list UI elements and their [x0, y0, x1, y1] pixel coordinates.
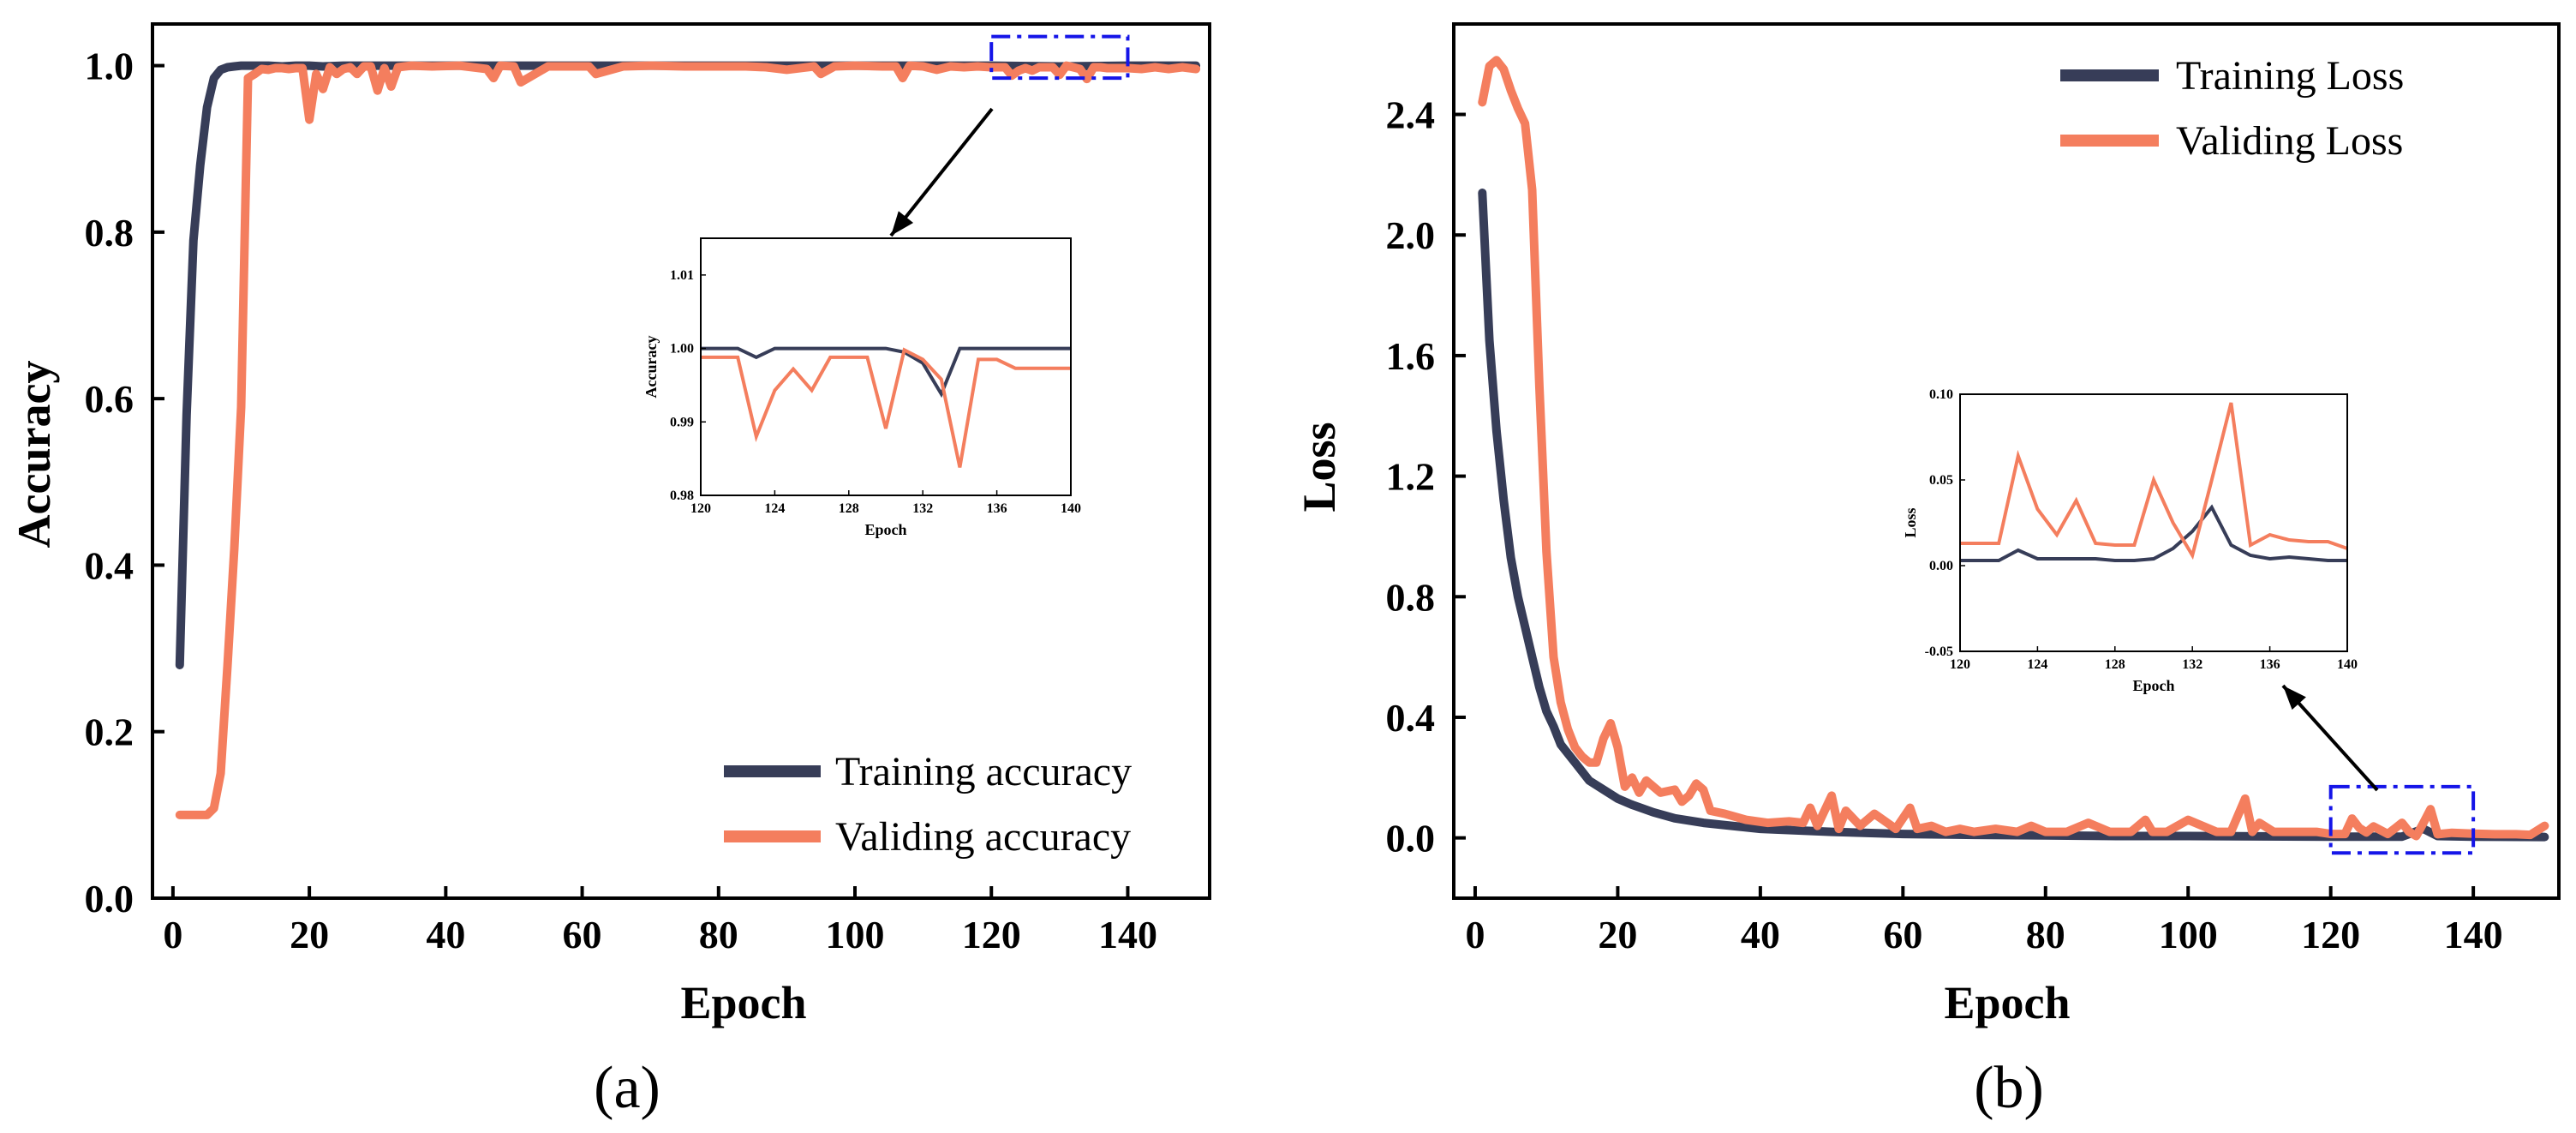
accuracy-inset-x-tick-label: 128	[839, 501, 859, 516]
legend-label-training-accuracy: Training accuracy	[835, 749, 1132, 794]
panel-label-a: (a)	[594, 1055, 660, 1121]
accuracy-x-tick-label: 120	[962, 913, 1021, 956]
loss-inset-background	[1960, 394, 2347, 651]
loss-inset-x-tick-label: 140	[2337, 657, 2358, 672]
accuracy-inset-x-axis-label: Epoch	[864, 521, 906, 538]
accuracy-zoom-arrow	[889, 107, 994, 237]
loss-y-tick-label: 2.0	[1386, 213, 1436, 257]
loss-series-training-line	[1478, 189, 2549, 842]
loss-inset-x-tick-label: 132	[2182, 657, 2202, 672]
loss-zoom-region-box	[2328, 784, 2476, 855]
accuracy-inset-x-tick-label: 140	[1061, 501, 1081, 516]
accuracy-y-tick-label: 0.8	[85, 211, 134, 255]
loss-y-axis-label: Loss	[1294, 422, 1345, 512]
accuracy-x-tick-label: 40	[426, 913, 465, 956]
accuracy-axes-frame	[151, 22, 1211, 900]
accuracy-y-tick-label: 1.0	[85, 45, 134, 88]
loss-inset-x-tick-label: 120	[1950, 657, 1970, 672]
accuracy-inset-y-tick-label: 1.01	[670, 268, 694, 283]
accuracy-y-tick-label: 0.6	[85, 377, 134, 421]
accuracy-x-axis-label: Epoch	[680, 977, 806, 1028]
loss-x-tick-label: 40	[1741, 913, 1780, 956]
accuracy-legend: Training accuracy Validing accuracy	[724, 749, 1132, 860]
loss-x-tick-label: 120	[2301, 913, 2360, 956]
accuracy-x-tick-label: 20	[290, 913, 329, 956]
accuracy-inset-y-tick-label: 1.00	[670, 342, 694, 357]
loss-inset-y-tick-label: 0.05	[1929, 473, 1953, 488]
loss-inset-x-tick-label: 128	[2105, 657, 2125, 672]
loss-inset-y-tick-label: -0.05	[1925, 644, 1953, 659]
accuracy-x-tick-label: 0	[163, 913, 182, 956]
loss-x-tick-label: 100	[2159, 913, 2218, 956]
legend-label-training-loss: Training Loss	[2176, 53, 2404, 99]
loss-zoom-arrow-head	[2283, 686, 2306, 710]
accuracy-inset-y-tick-label: 0.98	[670, 489, 694, 503]
loss-legend: Training Loss Validing Loss	[2060, 53, 2404, 164]
accuracy-plot-area: 0 20 40 60 80 100 120 140 0.0 0.2 0.4 0.6 0.8 1.0	[85, 22, 1211, 956]
loss-x-tick-label: 0	[1465, 913, 1485, 956]
loss-inset-frame	[1959, 393, 2348, 652]
loss-inset-series-training-line	[1960, 504, 2347, 562]
accuracy-inset-series-validing-line	[701, 347, 1071, 468]
loss-inset-y-tick-label: 0.00	[1929, 559, 1953, 573]
loss-y-tick-label: 0.4	[1386, 696, 1436, 740]
loss-chart: 0 20 40 60 80 100 120 1400.00.40.81.21.62.02.4 …	[1294, 22, 2561, 1121]
accuracy-x-tick-label: 100	[826, 913, 885, 956]
loss-zoom-inset: 120 124 128 132 136 140 -0.05 0.00 0.05 0.10 Epoch…	[1902, 387, 2358, 694]
accuracy-y-tick-label: 0.2	[85, 710, 134, 754]
loss-inset-x-tick-label: 136	[2260, 657, 2280, 672]
accuracy-zoom-arrow-head	[891, 211, 914, 236]
accuracy-y-tick-label: 0.4	[85, 543, 134, 587]
accuracy-x-tick-label: 80	[699, 913, 738, 956]
loss-x-axis-label: Epoch	[1944, 977, 2070, 1028]
loss-inset-y-axis-label: Loss	[1902, 507, 1919, 537]
loss-inset-x-tick-label: 124	[2027, 657, 2047, 672]
loss-inset-x-axis-label: Epoch	[2132, 677, 2174, 694]
accuracy-y-axis-label: Accuracy	[9, 361, 60, 549]
loss-y-tick-label: 1.2	[1386, 455, 1436, 499]
accuracy-y-tick-label: 0.0	[85, 877, 134, 920]
accuracy-series-validing-line	[175, 61, 1201, 819]
loss-x-tick-label: 80	[2026, 913, 2065, 956]
accuracy-inset-series-training-line	[701, 346, 1071, 399]
accuracy-inset-frame	[700, 237, 1072, 496]
accuracy-inset-y-tick-label: 0.99	[670, 415, 694, 429]
accuracy-chart: 0 20 40 60 80 100 120 140 0.0 0.2 0.4 0.6 0.8 1.0 Epo…	[9, 22, 1211, 1121]
accuracy-inset-x-tick-label: 124	[764, 501, 785, 516]
accuracy-x-tick-label: 140	[1098, 913, 1157, 956]
accuracy-inset-y-axis-label: Accuracy	[643, 336, 660, 399]
loss-y-tick-label: 1.6	[1386, 334, 1436, 378]
loss-inset-series-validing-line	[1960, 402, 2348, 561]
legend-label-validing-accuracy: Validing accuracy	[835, 814, 1131, 860]
loss-x-tick-label: 60	[1883, 913, 1922, 956]
legend-label-validing-loss: Validing Loss	[2176, 118, 2403, 164]
accuracy-inset-x-tick-label: 132	[912, 501, 933, 516]
accuracy-zoom-region-box	[989, 34, 1130, 81]
accuracy-zoom-inset: 120 124 128 132 136 140 0.98 0.99 1.00 1.01 Epoch A…	[643, 237, 1081, 538]
loss-series-validing-line	[1478, 56, 2549, 841]
loss-axes-frame	[1452, 22, 2561, 900]
accuracy-inset-x-tick-label: 120	[690, 501, 711, 516]
accuracy-x-tick-label: 60	[563, 913, 602, 956]
panel-label-b: (b)	[1974, 1055, 2044, 1121]
loss-y-tick-label: 0.8	[1386, 575, 1436, 619]
loss-inset-y-tick-label: 0.10	[1929, 387, 1953, 402]
loss-x-tick-label: 20	[1598, 913, 1637, 956]
loss-x-tick-label: 140	[2444, 913, 2503, 956]
loss-y-tick-label: 2.4	[1386, 93, 1436, 137]
accuracy-inset-x-tick-label: 136	[987, 501, 1007, 516]
loss-y-tick-label: 0.0	[1386, 817, 1436, 860]
loss-plot-area: 0 20 40 60 80 100 120 140 0.0 0.4 0.8 1.2 1.6 2.0 2.4	[1386, 22, 2561, 956]
